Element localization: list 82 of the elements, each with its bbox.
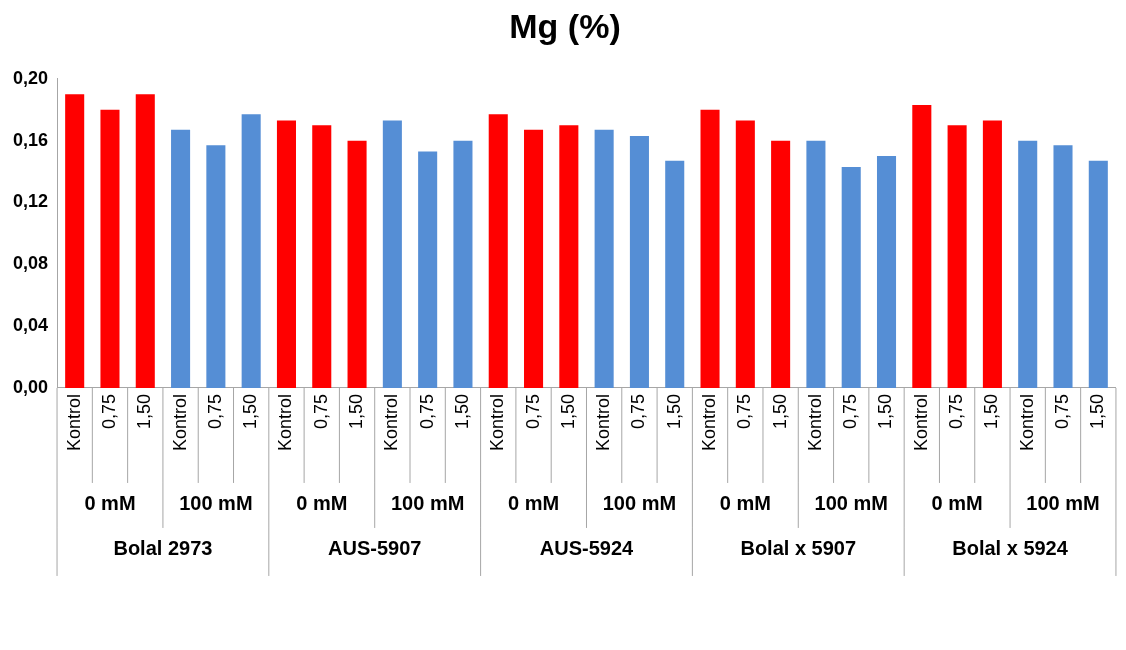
bar <box>276 120 296 388</box>
x-tick-label: 1,50 <box>663 393 684 430</box>
text: 100 mM <box>179 492 253 515</box>
x-tick-label: 0,75 <box>946 393 967 430</box>
bar <box>135 94 155 388</box>
text: 0 mM <box>507 492 560 515</box>
x-tick-label: 0,75 <box>98 393 119 430</box>
bar <box>100 109 120 388</box>
x-tick-label: 1,50 <box>981 393 1002 430</box>
text: AUS-5924 <box>539 537 635 560</box>
bar <box>982 120 1002 388</box>
x-tick-label: 1,50 <box>769 393 790 430</box>
x-tick-label: 1,50 <box>346 393 367 430</box>
x-tick-label: Kontrol <box>804 393 825 452</box>
bar <box>382 120 402 388</box>
x-tick-label: 1,50 <box>240 393 261 430</box>
x-tick-label: Kontrol <box>381 393 402 452</box>
bar <box>594 129 614 388</box>
x-tick-label: Kontrol <box>593 393 614 452</box>
x-tick-label: 0,75 <box>840 393 861 430</box>
y-tick-label: 0,08 <box>12 253 49 274</box>
bar <box>771 140 791 388</box>
text: Bolal 2973 <box>113 537 213 560</box>
bar <box>559 125 579 388</box>
y-tick-label: 0,04 <box>12 315 49 336</box>
x-tick-label: Kontrol <box>910 393 931 452</box>
bar <box>735 120 755 388</box>
bar <box>629 136 649 388</box>
x-tick-label: Kontrol <box>487 393 508 452</box>
bar <box>806 140 826 388</box>
bar <box>947 125 967 388</box>
bar <box>876 156 897 388</box>
y-tick-label: 0,12 <box>12 191 49 212</box>
bar <box>912 105 932 388</box>
bar <box>665 160 685 388</box>
text: Bolal x 5907 <box>740 537 857 560</box>
x-tick-label: 0,75 <box>522 393 543 430</box>
x-tick-label: 0,75 <box>310 393 331 430</box>
bar <box>206 145 226 388</box>
text: 0 mM <box>931 492 983 515</box>
bar <box>418 151 438 388</box>
bar <box>700 109 720 388</box>
bar <box>1088 160 1108 388</box>
text: AUS-5907 <box>328 537 422 560</box>
x-tick-label: 0,75 <box>204 393 225 430</box>
bar <box>841 166 861 388</box>
bar <box>347 140 367 388</box>
text: 100 mM <box>390 492 465 515</box>
text: 100 mM <box>1026 492 1100 515</box>
bar <box>488 114 508 388</box>
x-tick-label: Kontrol <box>169 393 190 452</box>
x-tick-label: Kontrol <box>63 393 84 452</box>
bar <box>312 125 332 388</box>
bar <box>65 94 85 388</box>
x-tick-label: 0,75 <box>1051 393 1072 430</box>
x-tick-label: 0,75 <box>416 393 437 430</box>
x-tick-label: Kontrol <box>699 393 719 452</box>
text: 0 mM <box>296 492 348 515</box>
text: 0 mM <box>719 492 771 515</box>
text: 100 mM <box>814 492 888 515</box>
x-tick-label: 1,50 <box>1087 393 1108 430</box>
bar <box>524 129 544 388</box>
text: Bolal x 5924 <box>952 537 1069 560</box>
bar <box>1053 145 1073 388</box>
bar <box>241 114 261 388</box>
x-tick-label: 1,50 <box>875 393 896 430</box>
bar <box>171 129 191 388</box>
x-tick-label: 1,50 <box>557 393 578 430</box>
y-tick-label: 0,20 <box>12 67 49 88</box>
x-tick-label: 0,75 <box>734 393 755 430</box>
y-tick-label: 0,00 <box>12 376 49 397</box>
text: 0 mM <box>84 492 136 515</box>
x-tick-label: 0,75 <box>628 393 649 430</box>
x-tick-label: 1,50 <box>451 393 472 430</box>
bar <box>1018 140 1038 388</box>
chart-title: Mg (%) <box>509 6 621 45</box>
x-tick-label: Kontrol <box>1016 393 1037 452</box>
y-tick-label: 0,16 <box>12 129 49 150</box>
x-tick-label: Kontrol <box>275 393 296 452</box>
x-tick-label: 1,50 <box>134 393 155 430</box>
bar <box>453 140 473 388</box>
text: 100 mM <box>602 492 677 515</box>
